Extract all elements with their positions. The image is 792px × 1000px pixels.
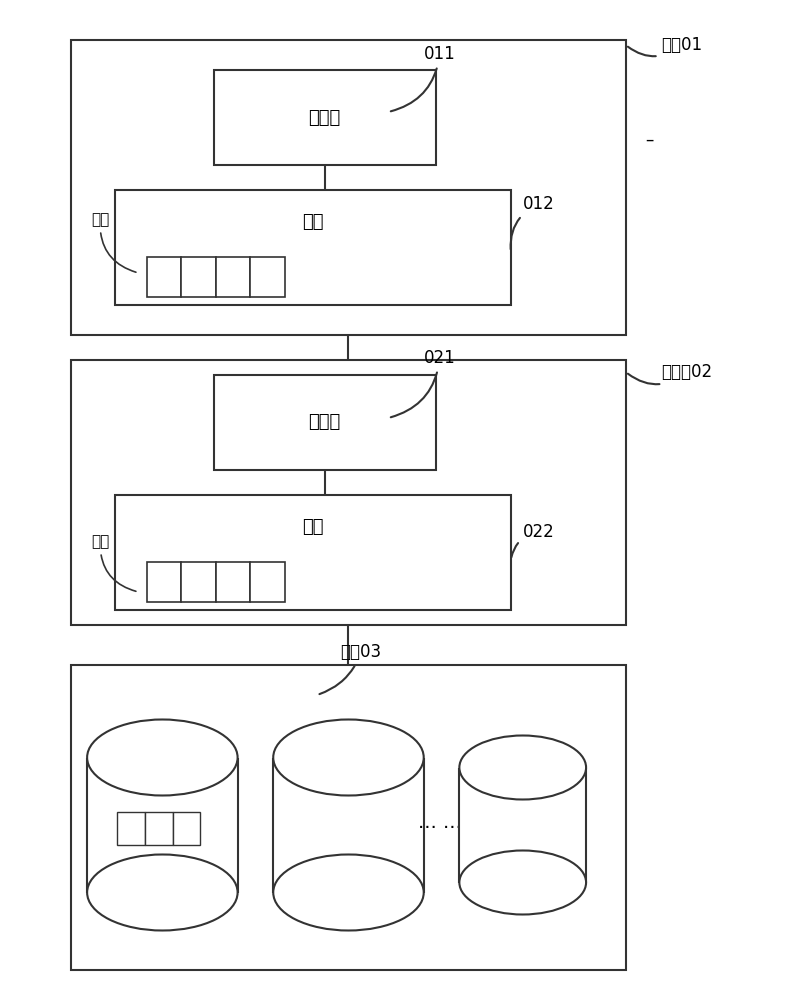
Text: –: – <box>645 131 653 149</box>
Bar <box>115 190 511 305</box>
Bar <box>117 812 145 845</box>
Bar <box>181 562 216 602</box>
Bar <box>71 665 626 970</box>
Text: 数据: 数据 <box>91 213 136 272</box>
Bar <box>214 375 436 470</box>
Ellipse shape <box>87 854 238 930</box>
Text: ... ...: ... ... <box>417 812 462 832</box>
Text: 硬盘框02: 硬盘框02 <box>628 363 713 384</box>
Bar <box>273 758 424 893</box>
Text: 数据: 数据 <box>91 778 132 821</box>
Bar <box>459 768 586 882</box>
Text: 021: 021 <box>390 349 455 417</box>
Text: 012: 012 <box>511 195 554 249</box>
Text: 控制01: 控制01 <box>628 36 703 56</box>
Bar <box>147 562 181 602</box>
Bar <box>71 360 626 625</box>
Bar <box>215 257 250 297</box>
Text: 处理器: 处理器 <box>309 108 341 126</box>
Bar <box>181 257 216 297</box>
Bar <box>215 562 250 602</box>
Bar <box>71 40 626 335</box>
Bar <box>250 562 285 602</box>
Text: 011: 011 <box>390 45 455 111</box>
Bar <box>250 257 285 297</box>
Text: 022: 022 <box>512 523 554 557</box>
Ellipse shape <box>87 720 238 796</box>
Text: 处理器: 处理器 <box>309 414 341 432</box>
Ellipse shape <box>459 736 586 800</box>
Bar <box>214 70 436 165</box>
Bar <box>115 495 511 610</box>
Text: 数据: 数据 <box>91 534 136 591</box>
Bar <box>145 812 173 845</box>
Ellipse shape <box>273 854 424 930</box>
Ellipse shape <box>459 850 586 914</box>
Ellipse shape <box>273 720 424 796</box>
Bar <box>173 812 200 845</box>
Text: 缓存: 缓存 <box>302 518 324 536</box>
Bar <box>147 257 181 297</box>
Bar <box>87 758 238 893</box>
Text: 硬盘03: 硬盘03 <box>319 643 382 694</box>
Text: 内存: 内存 <box>302 213 324 231</box>
